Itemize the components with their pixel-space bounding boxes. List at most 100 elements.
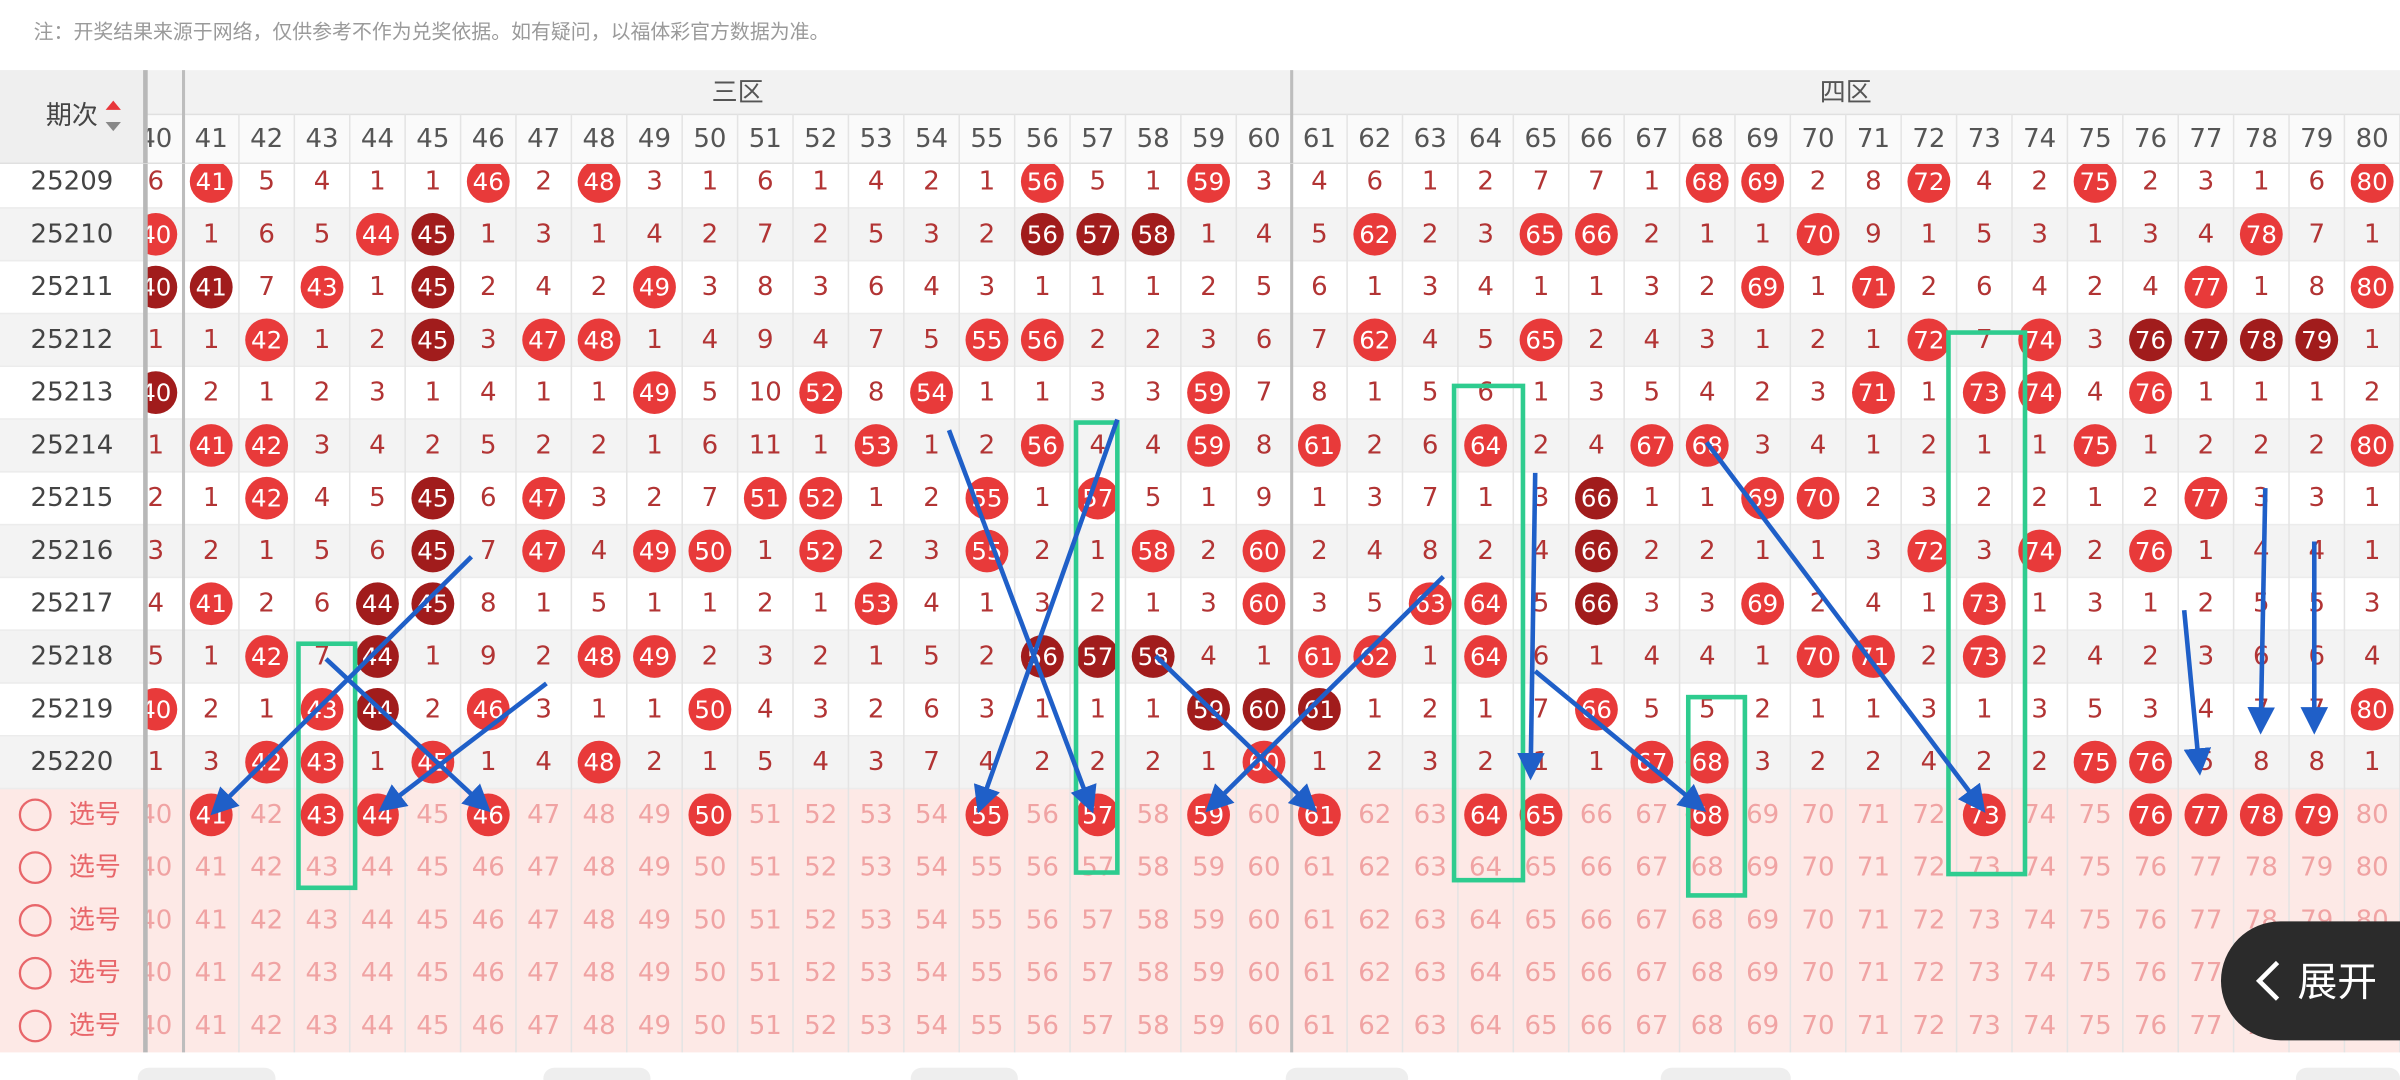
- pick-number[interactable]: 73: [1968, 905, 2001, 935]
- pick-number[interactable]: 48: [583, 958, 616, 988]
- pick-number[interactable]: 45: [416, 958, 449, 988]
- pick-number[interactable]: 60: [1247, 853, 1280, 883]
- pick-number[interactable]: 43: [305, 1011, 338, 1041]
- pick-number[interactable]: 71: [1857, 853, 1890, 883]
- pick-radio[interactable]: [18, 904, 52, 937]
- pick-number[interactable]: 53: [860, 905, 893, 935]
- pick-number[interactable]: 43: [305, 853, 338, 883]
- selected-number[interactable]: 59: [1193, 800, 1224, 829]
- pick-number[interactable]: 41: [195, 853, 228, 883]
- pick-number[interactable]: 52: [804, 853, 837, 883]
- issue-header[interactable]: 期次: [46, 101, 98, 131]
- pick-number[interactable]: 71: [1857, 958, 1890, 988]
- pick-number[interactable]: 58: [1137, 1011, 1170, 1041]
- pick-number[interactable]: 53: [860, 958, 893, 988]
- pick-number[interactable]: 63: [1414, 958, 1447, 988]
- pick-label[interactable]: 选号: [69, 800, 121, 830]
- pick-number[interactable]: 62: [1358, 905, 1391, 935]
- pick-number[interactable]: 51: [749, 958, 782, 988]
- selected-number[interactable]: 50: [694, 800, 725, 829]
- pick-number[interactable]: 74: [2023, 958, 2056, 988]
- pick-number[interactable]: 46: [472, 905, 505, 935]
- pick-number[interactable]: 52: [804, 905, 837, 935]
- pick-number[interactable]: 60: [1247, 800, 1280, 830]
- pick-number[interactable]: 49: [638, 1011, 671, 1041]
- pick-number[interactable]: 48: [583, 853, 616, 883]
- pick-number[interactable]: 76: [2134, 1011, 2167, 1041]
- pick-number[interactable]: 63: [1414, 905, 1447, 935]
- pick-number[interactable]: 62: [1358, 958, 1391, 988]
- pick-number[interactable]: 47: [527, 800, 560, 830]
- pick-number[interactable]: 64: [1469, 958, 1502, 988]
- pick-number[interactable]: 64: [1469, 1011, 1502, 1041]
- pick-number[interactable]: 63: [1414, 853, 1447, 883]
- pick-number[interactable]: 42: [250, 905, 283, 935]
- pick-number[interactable]: 56: [1026, 1011, 1059, 1041]
- pick-number[interactable]: 52: [804, 958, 837, 988]
- pick-number[interactable]: 75: [2079, 905, 2112, 935]
- pick-number[interactable]: 47: [527, 853, 560, 883]
- pick-number[interactable]: 70: [1802, 853, 1835, 883]
- pick-number[interactable]: 77: [2189, 958, 2222, 988]
- pick-number[interactable]: 64: [1469, 853, 1502, 883]
- pick-number[interactable]: 65: [1524, 958, 1557, 988]
- selected-ball[interactable]: [1464, 793, 1508, 837]
- selected-number[interactable]: 57: [1082, 800, 1113, 829]
- pick-number[interactable]: 55: [970, 1011, 1003, 1041]
- pick-number[interactable]: 58: [1137, 853, 1170, 883]
- selected-number[interactable]: 78: [2246, 800, 2277, 829]
- pick-number[interactable]: 62: [1358, 853, 1391, 883]
- pick-number[interactable]: 74: [2023, 800, 2056, 830]
- pick-number[interactable]: 73: [1968, 1011, 2001, 1041]
- pick-number[interactable]: 55: [970, 853, 1003, 883]
- selected-number[interactable]: 73: [1969, 800, 2000, 829]
- pick-number[interactable]: 42: [250, 853, 283, 883]
- pick-number[interactable]: 69: [1746, 800, 1779, 830]
- pick-number[interactable]: 53: [860, 853, 893, 883]
- pick-number[interactable]: 51: [749, 1011, 782, 1041]
- pick-number[interactable]: 67: [1635, 958, 1668, 988]
- pick-number[interactable]: 54: [915, 1011, 948, 1041]
- selected-ball[interactable]: [2295, 793, 2339, 837]
- pick-number[interactable]: 56: [1026, 800, 1059, 830]
- pick-number[interactable]: 54: [915, 958, 948, 988]
- pick-number[interactable]: 66: [1580, 905, 1613, 935]
- pick-number[interactable]: 66: [1580, 958, 1613, 988]
- pick-number[interactable]: 74: [2023, 1011, 2056, 1041]
- selected-number[interactable]: 76: [2135, 800, 2166, 829]
- pick-number[interactable]: 68: [1691, 853, 1724, 883]
- pick-number[interactable]: 66: [1580, 1011, 1613, 1041]
- pick-number[interactable]: 71: [1857, 1011, 1890, 1041]
- pick-number[interactable]: 59: [1192, 853, 1225, 883]
- pick-number[interactable]: 44: [361, 958, 394, 988]
- pick-number[interactable]: 62: [1358, 1011, 1391, 1041]
- pick-number[interactable]: 63: [1414, 1011, 1447, 1041]
- pick-number[interactable]: 44: [361, 905, 394, 935]
- pick-label[interactable]: 选号: [69, 1011, 121, 1041]
- pick-number[interactable]: 50: [693, 958, 726, 988]
- pick-number[interactable]: 49: [638, 905, 671, 935]
- pick-number[interactable]: 44: [361, 1011, 394, 1041]
- selected-ball[interactable]: [300, 793, 344, 837]
- pick-number[interactable]: 44: [361, 853, 394, 883]
- pick-number[interactable]: 75: [2079, 1011, 2112, 1041]
- pick-number[interactable]: 58: [1137, 958, 1170, 988]
- selected-number[interactable]: 77: [2190, 800, 2221, 829]
- pick-number[interactable]: 51: [749, 853, 782, 883]
- pick-number[interactable]: 56: [1026, 905, 1059, 935]
- pick-number[interactable]: 74: [2023, 905, 2056, 935]
- pick-number[interactable]: 55: [970, 958, 1003, 988]
- pick-number[interactable]: 66: [1580, 853, 1613, 883]
- selected-ball[interactable]: [2129, 793, 2172, 837]
- pick-number[interactable]: 67: [1635, 1011, 1668, 1041]
- pick-number[interactable]: 70: [1802, 958, 1835, 988]
- pick-number[interactable]: 47: [527, 958, 560, 988]
- selected-number[interactable]: 79: [2301, 800, 2332, 829]
- pick-number[interactable]: 45: [416, 905, 449, 935]
- pick-radio[interactable]: [18, 956, 52, 990]
- pick-number[interactable]: 59: [1192, 958, 1225, 988]
- pick-number[interactable]: 41: [195, 905, 228, 935]
- pick-number[interactable]: 40: [139, 800, 172, 830]
- pick-number[interactable]: 67: [1635, 853, 1668, 883]
- pick-number[interactable]: 68: [1691, 1011, 1724, 1041]
